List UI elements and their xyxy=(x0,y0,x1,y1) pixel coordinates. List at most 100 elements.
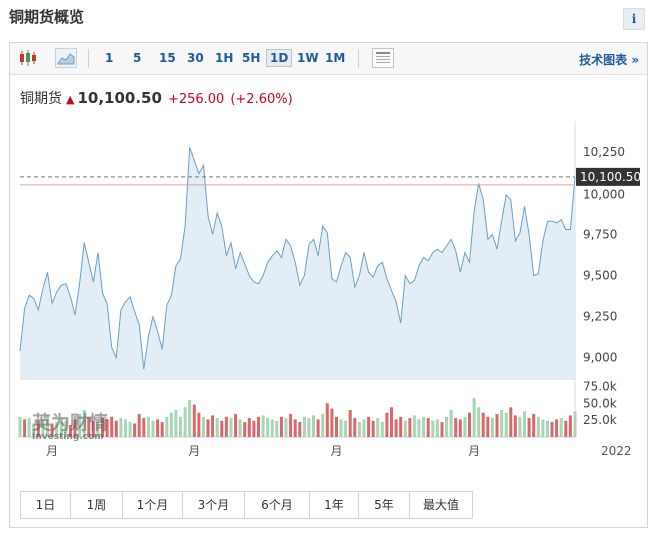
volume-bar xyxy=(458,419,462,437)
volume-bar xyxy=(504,412,508,437)
volume-bar xyxy=(50,423,54,437)
y-tick-label: 9,750 xyxy=(583,227,617,241)
range-3months[interactable]: 3个月 xyxy=(183,492,245,518)
volume-bar xyxy=(156,419,160,437)
volume-bar xyxy=(422,416,426,438)
interval-30min[interactable]: 30 xyxy=(187,51,204,65)
volume-bar xyxy=(137,414,141,437)
volume-bar xyxy=(339,419,343,437)
volume-bar xyxy=(68,424,72,437)
info-button[interactable]: i xyxy=(623,8,645,30)
watermark-logo: 英为财情 xyxy=(32,411,108,434)
interval-15min[interactable]: 15 xyxy=(159,51,176,65)
volume-bar xyxy=(564,420,568,437)
volume-bar xyxy=(142,418,146,437)
y-tick-label: 9,000 xyxy=(583,351,617,365)
volume-bar xyxy=(169,412,173,437)
chart-panel: 1 5 15 30 1H 5H 1D 1W 1M 技术图表 » 铜期货 ▲ 10,1… xyxy=(9,42,648,528)
volume-tick-label: 25.0k xyxy=(583,413,617,427)
volume-bar xyxy=(110,416,114,438)
current-price-label-bg xyxy=(576,167,640,186)
volume-bar xyxy=(330,408,334,437)
volume-bar xyxy=(174,410,178,437)
volume-bar xyxy=(307,418,311,437)
watermark-text: Investing.com xyxy=(32,432,104,442)
volume-bar xyxy=(298,422,302,437)
price-chart[interactable]: 10,100.50 10,250 10,000 9,750 9,500 9,250 9,00… xyxy=(10,43,647,483)
interval-1m[interactable]: 1M xyxy=(325,51,346,65)
volume-bar xyxy=(463,416,467,438)
up-arrow-icon: ▲ xyxy=(66,93,75,106)
volume-bar xyxy=(27,418,31,437)
interval-1h[interactable]: 1H xyxy=(215,51,234,65)
volume-bar xyxy=(486,416,490,438)
volume-bar xyxy=(468,412,471,437)
volume-bar xyxy=(559,418,563,437)
candlestick-chart-icon[interactable] xyxy=(17,48,39,68)
volume-bar xyxy=(513,415,517,437)
last-price: 10,100.50 xyxy=(77,89,162,107)
volume-bar xyxy=(261,415,265,437)
current-price-label: 10,100.50 xyxy=(580,170,641,184)
volume-bar xyxy=(179,416,182,438)
volume-bar xyxy=(279,416,283,438)
y-tick-label: 10,000 xyxy=(583,187,625,201)
volume-bar xyxy=(435,419,439,437)
y-tick-label: 10,250 xyxy=(583,145,625,159)
volume-bar xyxy=(316,419,320,437)
range-1month[interactable]: 1个月 xyxy=(123,492,183,518)
quote-line: 铜期货 ▲ 10,100.50 +256.00 (+2.60%) xyxy=(20,88,293,108)
volume-bar xyxy=(536,416,540,438)
interval-5min[interactable]: 5 xyxy=(133,51,142,65)
price-area xyxy=(20,147,575,379)
price-line xyxy=(19,147,576,370)
range-6months[interactable]: 6个月 xyxy=(245,492,310,518)
x-tick-label: 月 xyxy=(46,444,58,458)
table-view-icon[interactable] xyxy=(372,48,394,68)
volume-bar xyxy=(527,418,531,437)
volume-bar xyxy=(32,424,36,437)
interval-5h[interactable]: 5H xyxy=(242,51,261,65)
volume-bar xyxy=(481,412,485,437)
volume-bar xyxy=(385,412,389,437)
volume-bar xyxy=(128,422,132,437)
volume-bar xyxy=(472,397,476,437)
volume-bar xyxy=(390,407,393,437)
volume-bar xyxy=(573,411,577,437)
volume-bar xyxy=(380,422,384,437)
volume-bar xyxy=(23,419,27,437)
volume-bar xyxy=(550,422,554,437)
volume-bar xyxy=(454,418,458,437)
volume-bar xyxy=(119,418,123,437)
range-1day[interactable]: 1日 xyxy=(21,492,71,518)
volume-bar xyxy=(41,419,45,437)
volume-bar xyxy=(399,416,403,438)
technical-chart-link[interactable]: 技术图表 » xyxy=(579,53,639,67)
volume-tick-label: 75.0k xyxy=(583,379,617,393)
volume-bar xyxy=(431,420,435,437)
range-1year[interactable]: 1年 xyxy=(310,492,359,518)
time-range-selector: 1日 1周 1个月 3个月 6个月 1年 5年 最大值 xyxy=(20,491,473,519)
interval-1w[interactable]: 1W xyxy=(297,51,319,65)
area-chart-icon[interactable] xyxy=(55,48,77,68)
volume-bar xyxy=(105,419,109,437)
volume-bar xyxy=(500,410,504,437)
volume-bar xyxy=(302,416,306,438)
volume-bar xyxy=(114,420,118,437)
volume-bar xyxy=(371,420,375,437)
interval-1min[interactable]: 1 xyxy=(105,51,114,65)
range-1week[interactable]: 1周 xyxy=(71,492,123,518)
volume-bar xyxy=(78,414,82,437)
volume-bar xyxy=(197,412,201,437)
volume-bar xyxy=(59,418,63,437)
volume-bar xyxy=(357,422,361,437)
x-tick-label: 月 xyxy=(330,444,342,458)
volume-bar xyxy=(91,420,95,437)
volume-bar xyxy=(46,415,49,437)
range-5years[interactable]: 5年 xyxy=(359,492,410,518)
range-max[interactable]: 最大值 xyxy=(410,492,472,518)
interval-1d[interactable]: 1D xyxy=(266,49,293,67)
volume-bar xyxy=(257,416,260,438)
volume-bar xyxy=(101,418,104,437)
volume-bar xyxy=(133,423,137,437)
